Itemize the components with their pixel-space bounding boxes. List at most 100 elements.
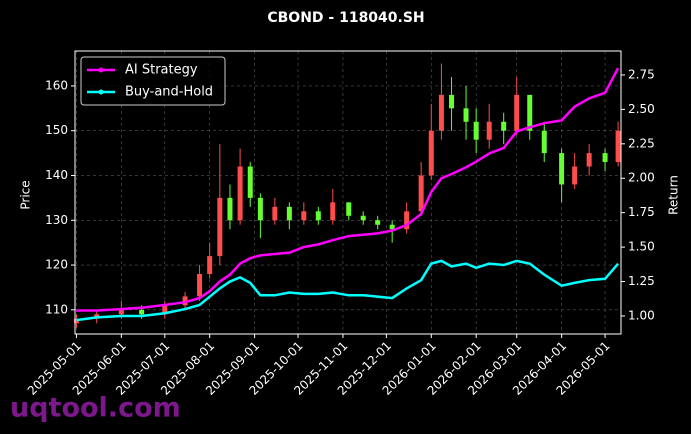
- series-line: [76, 67, 620, 312]
- candle-body: [346, 202, 352, 216]
- y-tick-label: 140: [45, 168, 68, 182]
- candle-body: [247, 166, 253, 198]
- y2-tick-label: 1.75: [628, 205, 655, 219]
- candle-body: [541, 130, 547, 154]
- plot-frame: [74, 50, 622, 335]
- candle-body: [197, 273, 203, 297]
- candle-body: [286, 206, 292, 221]
- y2-tick-label: 1.50: [628, 240, 655, 254]
- y2-tick-label: 2.25: [628, 136, 655, 150]
- candle: [330, 188, 336, 225]
- candle: [602, 148, 608, 172]
- candle: [227, 184, 233, 230]
- legend-label: AI Strategy: [125, 63, 198, 78]
- y2-tick-label: 1.25: [628, 274, 655, 288]
- candle-body: [559, 153, 565, 185]
- candle-body: [118, 309, 124, 315]
- candle: [301, 202, 307, 225]
- y-tick-label: 110: [45, 302, 68, 316]
- candle-body: [375, 220, 381, 225]
- candle: [514, 76, 520, 136]
- y-axis-label: Price: [19, 180, 33, 209]
- candle-body: [182, 296, 188, 306]
- candle-body: [602, 153, 608, 163]
- candle-body: [162, 305, 168, 315]
- candle-body: [330, 202, 336, 221]
- legend-marker: [98, 89, 104, 95]
- candle: [375, 215, 381, 230]
- watermark: uqtool.com: [10, 393, 181, 424]
- candle: [428, 103, 434, 180]
- y2-tick-label: 2.50: [628, 102, 655, 116]
- candle: [257, 193, 263, 239]
- candle-body: [473, 121, 479, 140]
- candle-body: [257, 197, 263, 221]
- candle: [486, 103, 492, 149]
- y2-tick-label: 2.75: [628, 67, 655, 81]
- y2-tick-label: 2.00: [628, 171, 655, 185]
- candle: [404, 202, 410, 234]
- candle: [473, 108, 479, 154]
- candle-body: [272, 206, 278, 221]
- candle: [286, 202, 292, 230]
- y-tick-label: 120: [45, 258, 68, 272]
- candle-body: [389, 224, 395, 230]
- legend-marker: [98, 67, 104, 73]
- y-tick-label: 130: [45, 213, 68, 227]
- candle-body: [463, 108, 469, 122]
- candle-body: [615, 130, 621, 163]
- series-line: [76, 259, 620, 322]
- candle: [527, 94, 533, 140]
- candle: [438, 63, 444, 140]
- candle-body: [207, 256, 213, 274]
- candle: [237, 148, 243, 225]
- legend-box: [80, 56, 226, 106]
- candle: [559, 148, 565, 203]
- candle-body: [438, 94, 444, 131]
- candle-body: [501, 121, 507, 131]
- candle-body: [139, 309, 145, 315]
- candle: [360, 211, 366, 225]
- y-tick-label: 150: [45, 123, 68, 137]
- candle-body: [586, 153, 592, 167]
- y2-tick-label: 1.00: [628, 308, 655, 322]
- candle-body: [237, 166, 243, 221]
- candle: [73, 314, 79, 328]
- candle: [197, 265, 203, 301]
- candle-body: [572, 166, 578, 185]
- candle: [501, 112, 507, 145]
- candle-body: [73, 318, 79, 324]
- candle: [418, 162, 424, 216]
- candle: [182, 291, 188, 310]
- chart-title: CBOND - 118040.SH: [267, 10, 424, 26]
- candle-body: [486, 121, 492, 140]
- candle: [217, 144, 223, 266]
- candle: [247, 162, 253, 207]
- candle: [615, 121, 621, 167]
- y-tick-label: 160: [45, 78, 68, 92]
- candle: [541, 121, 547, 163]
- candle: [586, 144, 592, 176]
- candle-body: [301, 211, 307, 221]
- candle-body: [418, 175, 424, 212]
- candle-body: [404, 211, 410, 230]
- candle: [346, 202, 352, 221]
- legend-label: Buy-and-Hold: [125, 85, 213, 100]
- candle-body: [514, 94, 520, 131]
- y2-axis-label: Return: [667, 175, 681, 215]
- candle: [207, 242, 213, 279]
- candle-body: [527, 94, 533, 131]
- candle: [272, 197, 278, 225]
- candle-body: [217, 197, 223, 257]
- candle: [572, 153, 578, 189]
- candle: [449, 76, 455, 131]
- candle-body: [315, 211, 321, 221]
- candle-body: [227, 197, 233, 221]
- candle-body: [449, 94, 455, 109]
- candle-body: [428, 130, 434, 176]
- candle: [463, 85, 469, 140]
- candle-body: [360, 215, 366, 221]
- candle: [315, 206, 321, 225]
